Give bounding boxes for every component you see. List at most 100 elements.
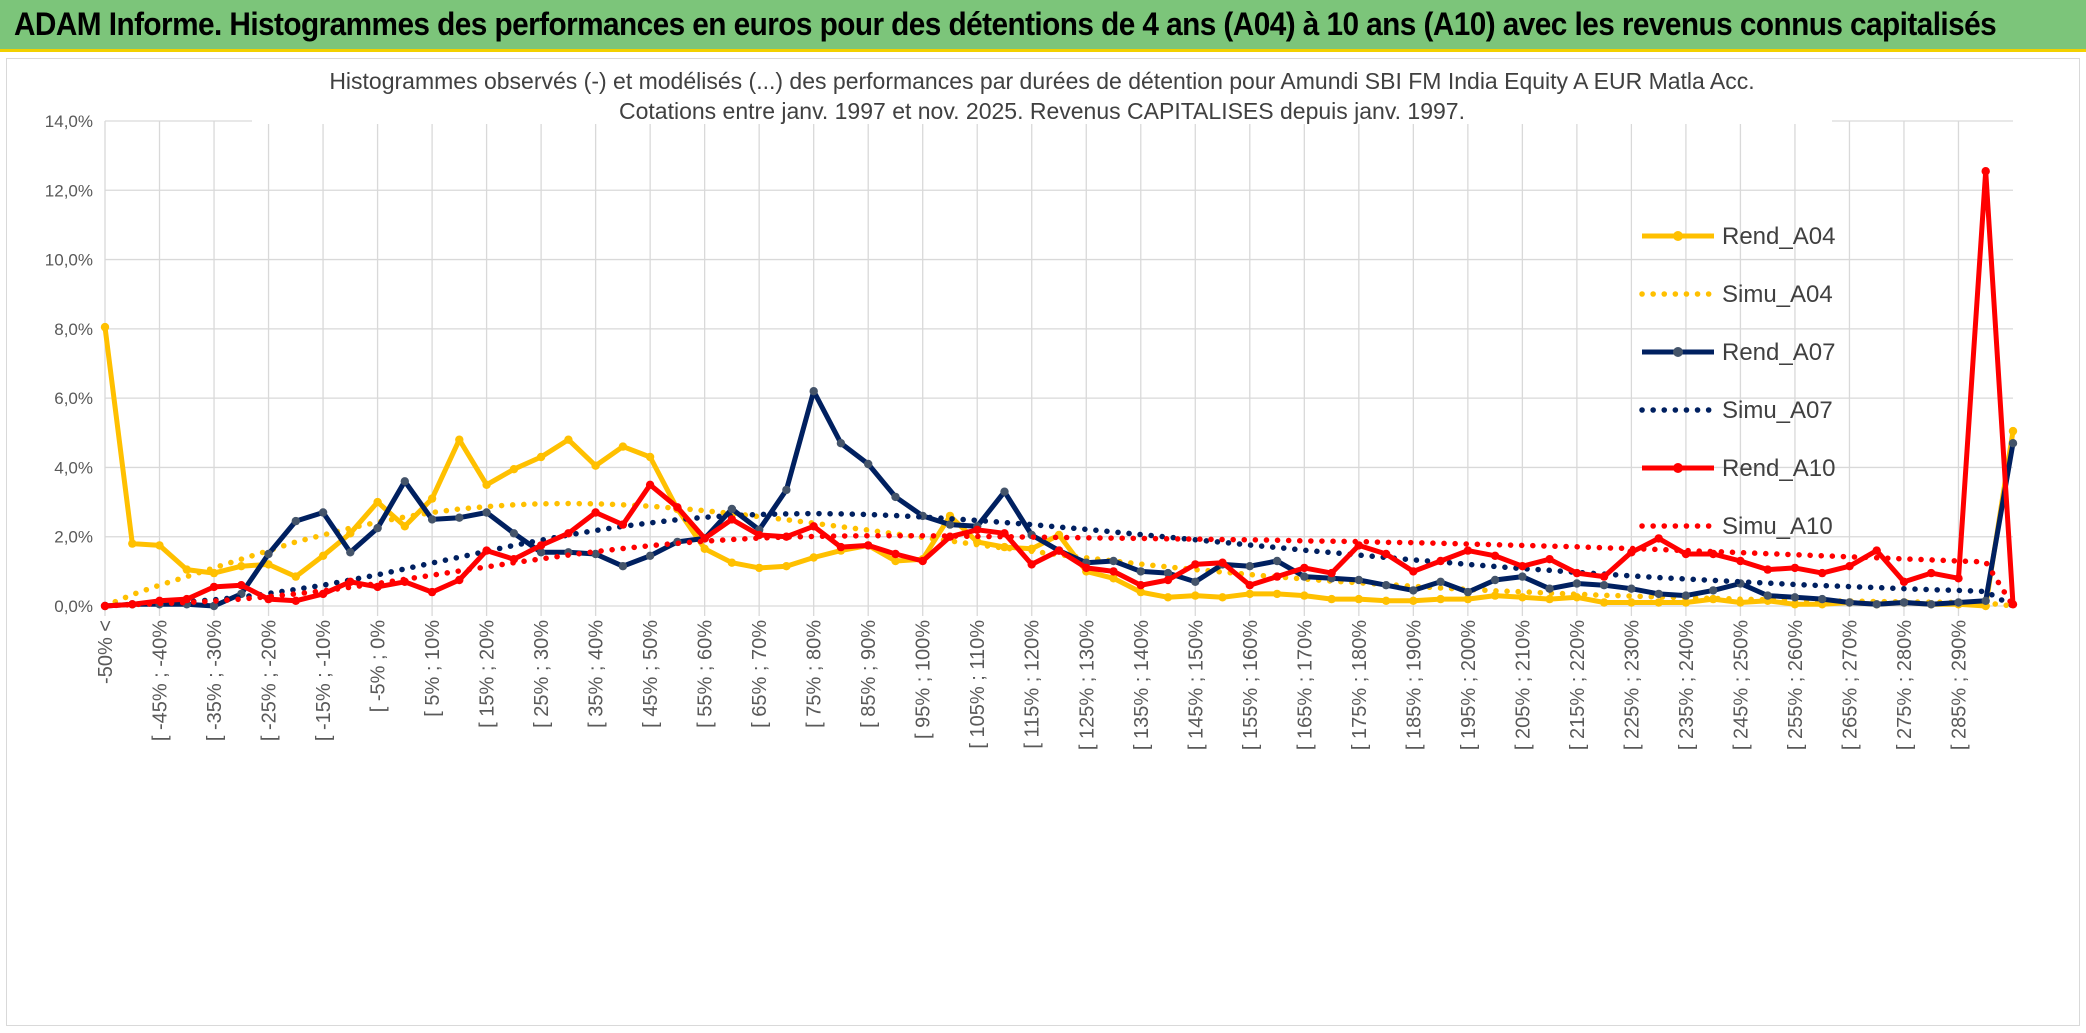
data-point-rend-a10	[482, 546, 491, 555]
legend-label-simu-a10: Simu_A10	[1722, 513, 1833, 540]
data-point-rend-a07	[891, 492, 900, 502]
data-point-rend-a07	[209, 601, 219, 611]
data-point-rend-a10	[1872, 546, 1881, 555]
data-point-rend-a07	[727, 504, 737, 514]
data-point-rend-a07	[1899, 598, 1909, 607]
y-tick-label: 8,0%	[54, 320, 93, 339]
data-point-rend-a10	[673, 503, 682, 512]
data-point-rend-a10	[836, 542, 846, 552]
data-point-rend-a10	[1054, 546, 1064, 555]
x-tick-label: [ 5% ; 10%	[422, 620, 444, 717]
y-tick-label: 12,0%	[45, 181, 93, 200]
data-point-rend-a10	[891, 549, 900, 559]
data-point-rend-a04	[1654, 598, 1663, 607]
y-tick-label: 14,0%	[45, 112, 93, 131]
data-point-rend-a10	[945, 532, 955, 541]
data-point-rend-a07	[1463, 587, 1473, 597]
data-point-rend-a04	[891, 556, 900, 566]
data-point-rend-a07	[1545, 584, 1554, 593]
data-point-rend-a10	[1327, 568, 1336, 578]
data-point-rend-a04	[618, 442, 628, 451]
data-point-rend-a04	[400, 522, 409, 531]
data-point-rend-a10	[1818, 568, 1827, 578]
data-point-rend-a04	[237, 562, 246, 571]
data-point-rend-a10	[1845, 562, 1854, 571]
legend-marker-rend-a07	[1673, 347, 1683, 357]
data-point-rend-a10	[291, 596, 300, 605]
x-tick-label: [ 85% ; 90%	[858, 620, 880, 728]
data-point-rend-a07	[318, 508, 328, 517]
x-tick-label: [ 55% ; 60%	[695, 620, 717, 728]
data-point-rend-a07	[1409, 586, 1418, 595]
x-tick-label: [ 175% ; 180%	[1349, 620, 1371, 750]
legend-label-simu-a04: Simu_A04	[1722, 281, 1833, 308]
x-tick-label: [ 275% ; 280%	[1894, 620, 1916, 750]
x-tick-label: [ 65% ; 70%	[749, 620, 771, 728]
data-point-rend-a10	[1790, 563, 1800, 573]
y-tick-label: 4,0%	[54, 458, 93, 477]
data-point-rend-a07	[1927, 600, 1936, 609]
data-point-rend-a04	[291, 572, 300, 581]
data-point-rend-a10	[1082, 563, 1091, 573]
data-point-rend-a07	[836, 439, 846, 448]
data-point-rend-a07	[645, 551, 655, 560]
data-point-rend-a10	[591, 508, 600, 517]
data-point-rend-a10	[1300, 563, 1309, 573]
data-point-rend-a04	[1300, 591, 1309, 600]
data-point-rend-a04	[209, 568, 219, 578]
data-point-rend-a10	[973, 525, 982, 534]
data-point-rend-a10	[564, 529, 573, 538]
x-tick-label: [ 225% ; 230%	[1621, 620, 1643, 750]
data-point-rend-a04	[373, 497, 382, 507]
data-point-rend-a04	[2008, 426, 2018, 436]
data-point-rend-a10	[645, 480, 655, 489]
data-point-rend-a10	[618, 520, 628, 529]
chart-subtitle: Cotations entre janv. 1997 et nov. 2025.…	[619, 98, 1465, 124]
x-tick-label: [ 165% ; 170%	[1294, 620, 1316, 750]
data-point-rend-a10	[1763, 565, 1772, 574]
x-tick-label: [ -15% ; -10%	[313, 620, 335, 741]
legend-label-rend-a04: Rend_A04	[1722, 223, 1835, 250]
data-point-rend-a10	[1927, 568, 1936, 578]
x-tick-label: [ 235% ; 240%	[1676, 620, 1698, 750]
data-point-rend-a04	[591, 461, 600, 470]
data-point-rend-a07	[1381, 581, 1391, 590]
data-point-rend-a07	[427, 515, 437, 524]
data-point-rend-a07	[509, 529, 519, 538]
data-point-rend-a07	[1163, 568, 1173, 578]
x-tick-label: [ 125% ; 130%	[1076, 620, 1098, 750]
data-point-rend-a10	[1272, 572, 1282, 581]
x-tick-label: [ 75% ; 80%	[804, 620, 826, 728]
data-point-rend-a10	[918, 556, 927, 566]
data-point-rend-a04	[755, 563, 764, 573]
data-point-rend-a07	[1954, 598, 1963, 607]
x-tick-label: [ 135% ; 140%	[1131, 620, 1153, 750]
x-tick-label: -50% <	[95, 620, 117, 684]
data-point-rend-a04	[1545, 594, 1554, 604]
y-tick-label: 10,0%	[45, 251, 93, 270]
x-tick-label: [ -35% ; -30%	[204, 620, 226, 741]
data-point-rend-a04	[645, 452, 655, 462]
data-point-rend-a10	[1109, 567, 1118, 576]
data-point-rend-a07	[482, 508, 491, 517]
data-point-rend-a07	[1818, 594, 1827, 604]
data-point-rend-a04	[509, 465, 519, 474]
data-point-rend-a07	[1654, 589, 1663, 599]
chart-title: Histogrammes observés (-) et modélisés (…	[329, 68, 1754, 94]
data-point-rend-a04	[182, 565, 191, 574]
data-point-rend-a04	[1463, 594, 1473, 604]
data-point-rend-a07	[264, 549, 273, 559]
x-tick-label: [ -45% ; -40%	[150, 620, 172, 741]
data-point-rend-a07	[1272, 556, 1282, 566]
data-point-rend-a10	[237, 581, 246, 590]
data-point-rend-a10	[1163, 575, 1173, 585]
data-point-rend-a10	[1599, 572, 1609, 581]
x-tick-label: [ 145% ; 150%	[1185, 620, 1207, 750]
x-tick-label: [ -25% ; -20%	[259, 620, 281, 741]
x-tick-label: [ 105% ; 110%	[967, 620, 989, 749]
data-point-rend-a10	[455, 575, 464, 585]
data-point-rend-a07	[400, 477, 409, 486]
data-point-rend-a04	[1681, 598, 1691, 607]
data-point-rend-a04	[1436, 594, 1445, 604]
data-point-rend-a04	[1518, 593, 1527, 602]
